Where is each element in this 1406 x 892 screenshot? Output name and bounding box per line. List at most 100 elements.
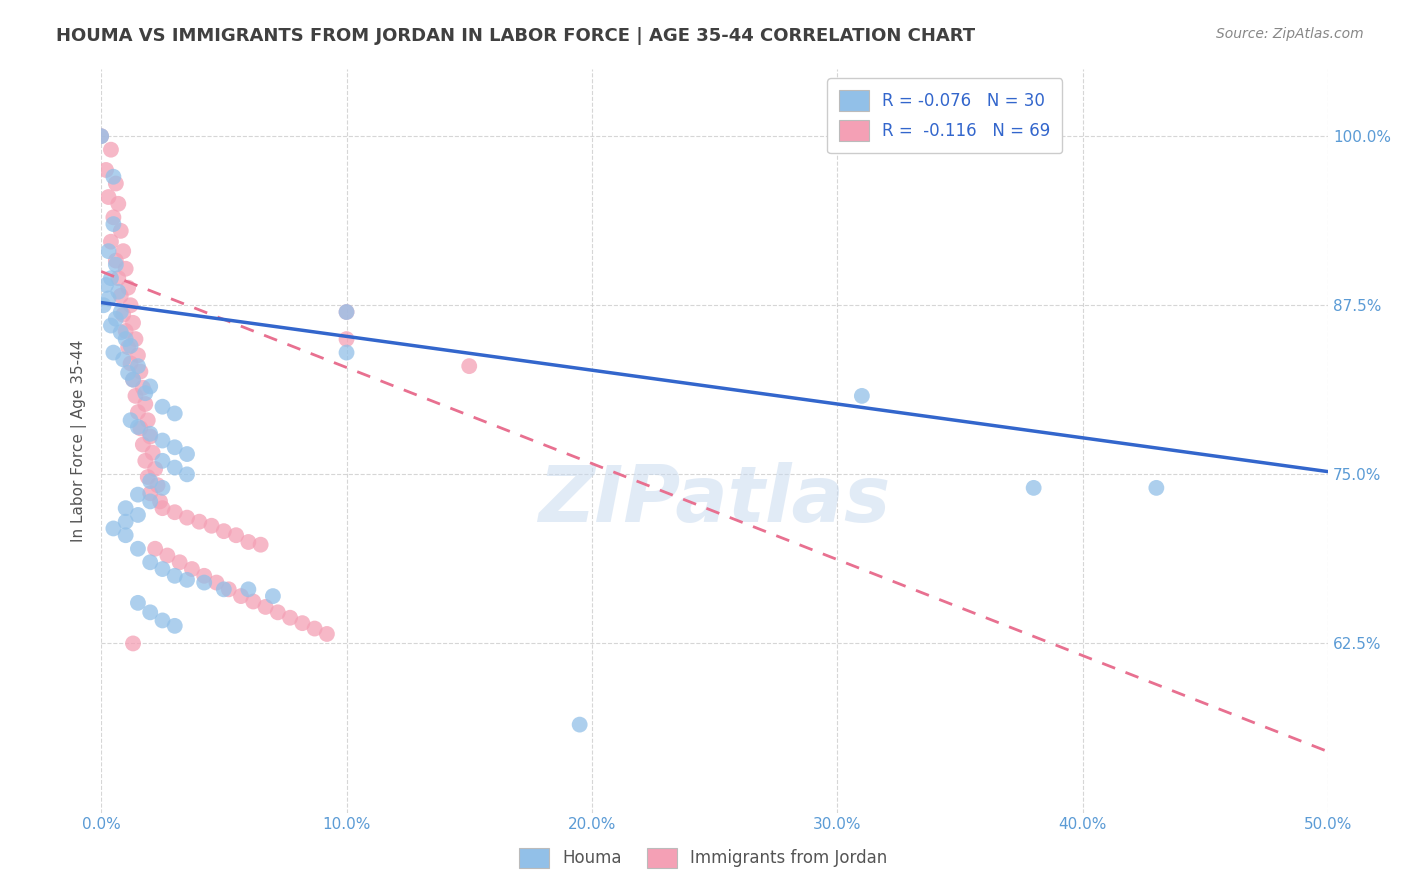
Point [122, 636, 145, 650]
Point [127, 405, 149, 419]
Point [176, 467, 198, 482]
Text: Source: ZipAtlas.com: Source: ZipAtlas.com [1216, 27, 1364, 41]
Point [176, 447, 198, 461]
Point [107, 271, 129, 285]
Point [316, 627, 339, 641]
Point [568, 717, 591, 731]
Point [103, 217, 125, 231]
Point [254, 599, 277, 614]
Point [163, 407, 186, 421]
Point [152, 400, 174, 414]
Point [122, 373, 145, 387]
Point [107, 285, 129, 299]
Point [127, 596, 149, 610]
Point [1022, 481, 1045, 495]
Point [335, 305, 357, 319]
Point [127, 348, 149, 362]
Point [169, 555, 191, 569]
Point [163, 619, 186, 633]
Point [176, 510, 198, 524]
Point [122, 316, 145, 330]
Point [97, 292, 120, 306]
Point [122, 373, 145, 387]
Point [152, 481, 174, 495]
Point [97, 190, 120, 204]
Point [181, 562, 204, 576]
Point [238, 582, 260, 597]
Point [114, 324, 136, 338]
Legend: R = -0.076   N = 30, R =  -0.116   N = 69: R = -0.076 N = 30, R = -0.116 N = 69 [827, 78, 1062, 153]
Point [117, 340, 139, 354]
Point [114, 528, 136, 542]
Point [152, 614, 174, 628]
Point [103, 169, 125, 184]
Point [212, 524, 235, 538]
Point [143, 462, 166, 476]
Point [139, 426, 162, 441]
Point [143, 541, 166, 556]
Point [120, 339, 142, 353]
Point [152, 434, 174, 448]
Point [249, 538, 271, 552]
Point [176, 573, 198, 587]
Point [104, 253, 127, 268]
Point [278, 611, 301, 625]
Point [114, 261, 136, 276]
Point [136, 413, 159, 427]
Point [267, 605, 290, 619]
Point [93, 298, 115, 312]
Point [112, 352, 135, 367]
Point [127, 508, 149, 522]
Point [100, 271, 122, 285]
Point [139, 486, 162, 500]
Point [129, 421, 152, 435]
Point [188, 515, 211, 529]
Point [117, 280, 139, 294]
Point [238, 535, 260, 549]
Point [304, 622, 326, 636]
Point [152, 454, 174, 468]
Point [212, 582, 235, 597]
Point [103, 211, 125, 225]
Point [262, 589, 284, 603]
Point [200, 518, 222, 533]
Point [139, 379, 162, 393]
Point [163, 460, 186, 475]
Point [97, 244, 120, 259]
Point [112, 308, 135, 322]
Point [100, 318, 122, 333]
Point [163, 569, 186, 583]
Point [114, 515, 136, 529]
Point [335, 345, 357, 359]
Point [107, 196, 129, 211]
Point [139, 429, 162, 443]
Point [152, 562, 174, 576]
Point [120, 298, 142, 312]
Point [114, 332, 136, 346]
Point [134, 397, 156, 411]
Point [149, 494, 172, 508]
Text: HOUMA VS IMMIGRANTS FROM JORDAN IN LABOR FORCE | AGE 35-44 CORRELATION CHART: HOUMA VS IMMIGRANTS FROM JORDAN IN LABOR… [56, 27, 976, 45]
Point [94, 277, 117, 292]
Point [117, 366, 139, 380]
Point [127, 541, 149, 556]
Point [458, 359, 481, 373]
Point [136, 470, 159, 484]
Point [132, 437, 155, 451]
Point [104, 258, 127, 272]
Point [110, 289, 132, 303]
Point [242, 594, 264, 608]
Point [134, 386, 156, 401]
Point [205, 575, 228, 590]
Point [90, 129, 112, 144]
Point [110, 326, 132, 340]
Point [94, 163, 117, 178]
Point [134, 454, 156, 468]
Point [103, 521, 125, 535]
Point [225, 528, 247, 542]
Point [152, 501, 174, 516]
Point [132, 381, 155, 395]
Y-axis label: In Labor Force | Age 35-44: In Labor Force | Age 35-44 [72, 339, 87, 541]
Point [291, 616, 314, 631]
Point [229, 589, 252, 603]
